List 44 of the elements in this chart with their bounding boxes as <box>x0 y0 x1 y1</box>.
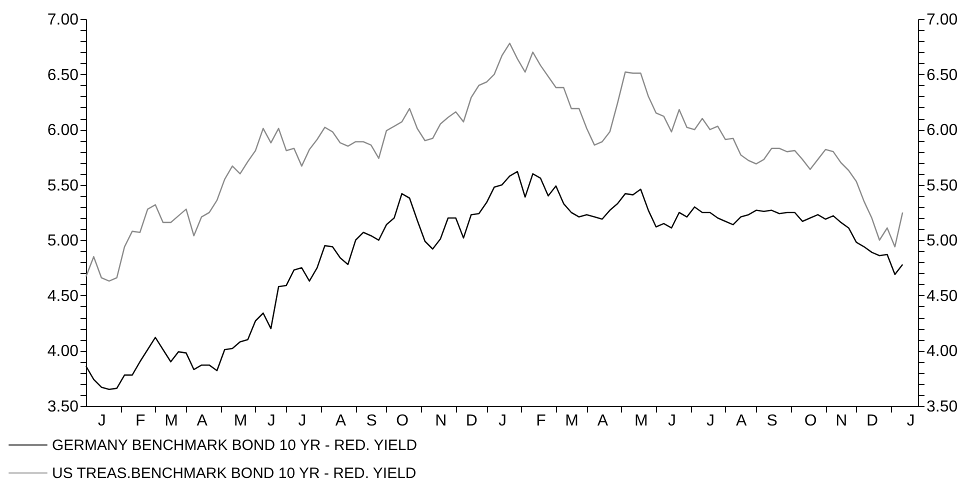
y2-tick-label: 5.00 <box>926 232 958 250</box>
x-tick-label: A <box>196 412 208 430</box>
x-tick-label: S <box>366 412 377 430</box>
x-tick-label: N <box>435 412 447 430</box>
y-tick-label: 6.50 <box>47 66 79 84</box>
y-tick-label: 5.00 <box>47 232 79 250</box>
y2-tick-label: 6.50 <box>926 66 958 84</box>
x-tick-label: A <box>736 412 747 430</box>
x-tick-label: F <box>136 412 146 430</box>
x-tick-label: A <box>335 412 346 430</box>
y-tick-label: 6.00 <box>47 122 79 140</box>
legend-label: GERMANY BENCHMARK BOND 10 YR - RED. YIELD <box>52 437 418 454</box>
x-tick-label: J <box>668 412 676 430</box>
y2-tick-label: 4.00 <box>926 343 958 360</box>
x-tick-label: D <box>466 412 478 430</box>
legend-label: US TREAS.BENCHMARK BOND 10 YR - RED. YIELD <box>52 465 416 482</box>
x-tick-label: J <box>906 412 915 430</box>
line-series <box>85 42 904 282</box>
x-tick-label: J <box>98 412 106 430</box>
y2-tick-label: 4.50 <box>926 288 958 305</box>
y2-tick-label: 7.00 <box>926 12 958 28</box>
x-tick-label: M <box>634 412 648 430</box>
x-tick-label: M <box>234 412 248 430</box>
y-tick-label: 3.50 <box>47 398 79 416</box>
y-tick-label: 4.50 <box>47 288 79 305</box>
x-tick-label: J <box>498 412 506 430</box>
x-tick-label: O <box>396 412 409 430</box>
x-tick-label: J <box>267 412 276 430</box>
x-tick-label: M <box>565 412 578 430</box>
x-tick-label: M <box>164 412 178 430</box>
y2-tick-label: 5.50 <box>926 177 958 194</box>
y-tick-label: 7.00 <box>47 12 79 28</box>
y2-tick-label: 6.00 <box>926 122 958 140</box>
x-tick-label: J <box>298 412 306 430</box>
y2-tick-label: 3.50 <box>926 398 958 416</box>
x-tick-label: J <box>706 412 714 430</box>
x-tick-label: D <box>866 412 878 430</box>
x-tick-label: A <box>597 412 608 430</box>
y-tick-label: 5.50 <box>47 177 79 194</box>
y-tick-label: 4.00 <box>47 343 79 360</box>
x-tick-label: S <box>766 412 778 430</box>
x-tick-label: N <box>836 412 848 430</box>
x-tick-label: F <box>536 412 546 430</box>
x-tick-label: O <box>804 412 817 430</box>
